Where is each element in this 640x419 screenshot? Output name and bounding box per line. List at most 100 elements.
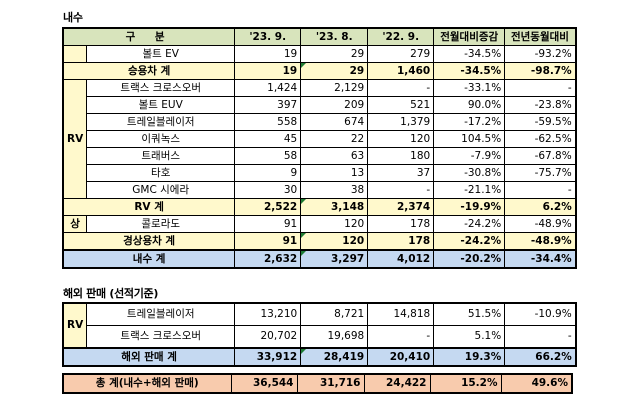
value-mom: -19.9% <box>433 198 506 216</box>
value-2308: 674 <box>300 113 369 131</box>
value-yoy: -67.8% <box>504 147 577 165</box>
value-mom: 104.5% <box>433 130 506 148</box>
value-2308: 3,297 <box>300 249 369 269</box>
total-label: 해외 판매 계 <box>62 347 236 367</box>
model-name: 볼트 EV <box>86 45 236 63</box>
model-name: 트레일블레이저 <box>86 302 236 326</box>
value-2309: 2,522 <box>234 198 302 216</box>
value-2309: 58 <box>234 147 302 165</box>
value-2308: 22 <box>300 130 369 148</box>
header-col-2308: '23. 8. <box>300 27 369 46</box>
overseas-sales-table: RV 트레일블레이저 13,210 8,721 14,818 51.5% -10… <box>62 302 577 367</box>
value-mom: -20.2% <box>433 249 506 269</box>
table-row: RV 트레일블레이저 13,210 8,721 14,818 51.5% -10… <box>62 302 577 349</box>
category-cell-commercial: 상 <box>62 215 88 233</box>
value-2308: 31,716 <box>296 373 365 394</box>
value-2309: 397 <box>234 96 302 114</box>
model-name: GMC 시에라 <box>86 181 236 199</box>
value-yoy: - <box>504 79 577 97</box>
value-2209: 120 <box>367 130 435 148</box>
value-mom: -17.2% <box>433 113 506 131</box>
value-yoy: 49.6% <box>500 373 573 394</box>
value-2309: 30 <box>234 181 302 199</box>
value-2309: 2,632 <box>234 249 302 269</box>
value-2308: 63 <box>300 147 369 165</box>
value-2309: 1,424 <box>234 79 302 97</box>
value-2308: 13 <box>300 164 369 182</box>
table-header-row: 구 분 '23. 9. '23. 8. '22. 9. 전월대비증감 전년동월대… <box>62 27 577 46</box>
value-2309: 91 <box>234 232 302 251</box>
value-2209: 37 <box>367 164 435 182</box>
value-yoy: -59.5% <box>504 113 577 131</box>
subtotal-row-commercial: 경상용차 계 91 120 178 -24.2% -48.9% <box>62 232 577 251</box>
value-2308: 120 <box>300 232 369 251</box>
model-name: 타호 <box>86 164 236 182</box>
value-2209: 20,410 <box>367 347 435 367</box>
value-2209: 2,374 <box>367 198 435 216</box>
total-row-overseas: 해외 판매 계 33,912 28,419 20,410 19.3% 66.2% <box>62 347 577 367</box>
value-2308: 209 <box>300 96 369 114</box>
value-2308: 19,698 <box>300 325 369 349</box>
model-name: 트랙스 크로스오버 <box>86 325 236 349</box>
value-2209: 180 <box>367 147 435 165</box>
value-2209: 178 <box>367 215 435 233</box>
table-row: 트랙스 크로스오버 20,702 19,698 - 5.1% - <box>63 325 577 349</box>
value-2209: 1,379 <box>367 113 435 131</box>
table-row: 볼트 EUV 397 209 521 90.0% -23.8% <box>63 96 577 114</box>
subtotal-label: RV 계 <box>62 198 236 216</box>
table-row: 볼트 EV 19 29 279 -34.5% -93.2% <box>62 45 577 63</box>
value-yoy: - <box>504 325 577 349</box>
value-mom: -34.5% <box>433 45 506 63</box>
value-yoy: -62.5% <box>504 130 577 148</box>
value-2209: - <box>367 181 435 199</box>
table-row: GMC 시에라 30 38 - -21.1% - <box>63 181 577 199</box>
value-mom: -24.2% <box>433 232 506 251</box>
value-yoy: -75.7% <box>504 164 577 182</box>
header-col-yoy: 전년동월대비 <box>504 27 577 46</box>
value-2309: 558 <box>234 113 302 131</box>
value-2209: - <box>367 325 435 349</box>
grand-total-table: 총 계(내수+해외 판매) 36,544 31,716 24,422 15.2%… <box>62 373 573 394</box>
header-col-2309: '23. 9. <box>234 27 302 46</box>
value-yoy: -93.2% <box>504 45 577 63</box>
value-2209: 178 <box>367 232 435 251</box>
value-yoy: -10.9% <box>504 302 577 326</box>
total-label: 내수 계 <box>62 249 236 269</box>
value-2309: 20,702 <box>234 325 302 349</box>
value-mom: 51.5% <box>433 302 506 326</box>
value-2309: 19 <box>234 45 302 63</box>
overseas-section-title: 해외 판매 (선적기준) <box>63 287 159 300</box>
table-row: 상 콜로라도 91 120 178 -24.2% -48.9% <box>62 215 577 233</box>
value-yoy: -34.4% <box>504 249 577 269</box>
value-2309: 33,912 <box>234 347 302 367</box>
subtotal-label: 승용차 계 <box>62 62 236 80</box>
value-2209: 279 <box>367 45 435 63</box>
subtotal-label: 경상용차 계 <box>62 232 236 251</box>
value-2209: 1,460 <box>367 62 435 80</box>
value-2309: 19 <box>234 62 302 80</box>
value-2309: 36,544 <box>230 373 298 394</box>
header-col-2209: '22. 9. <box>367 27 435 46</box>
category-cell-passenger <box>62 45 88 63</box>
value-2209: 521 <box>367 96 435 114</box>
value-mom: 19.3% <box>433 347 506 367</box>
value-mom: -7.9% <box>433 147 506 165</box>
value-2308: 8,721 <box>300 302 369 326</box>
value-2308: 29 <box>300 45 369 63</box>
value-2209: 4,012 <box>367 249 435 269</box>
value-mom: -30.8% <box>433 164 506 182</box>
value-mom: -21.1% <box>433 181 506 199</box>
model-name: 볼트 EUV <box>86 96 236 114</box>
value-2308: 29 <box>300 62 369 80</box>
value-2209: - <box>367 79 435 97</box>
value-2309: 9 <box>234 164 302 182</box>
model-name: 트레일블레이저 <box>86 113 236 131</box>
header-category: 구 분 <box>62 27 236 46</box>
table-row: 타호 9 13 37 -30.8% -75.7% <box>63 164 577 182</box>
model-name: 트랙스 크로스오버 <box>86 79 236 97</box>
subtotal-row-passenger: 승용차 계 19 29 1,460 -34.5% -98.7% <box>62 62 577 80</box>
value-mom: -34.5% <box>433 62 506 80</box>
value-2309: 45 <box>234 130 302 148</box>
model-name: 트래버스 <box>86 147 236 165</box>
domestic-section-title: 내수 <box>63 11 83 24</box>
